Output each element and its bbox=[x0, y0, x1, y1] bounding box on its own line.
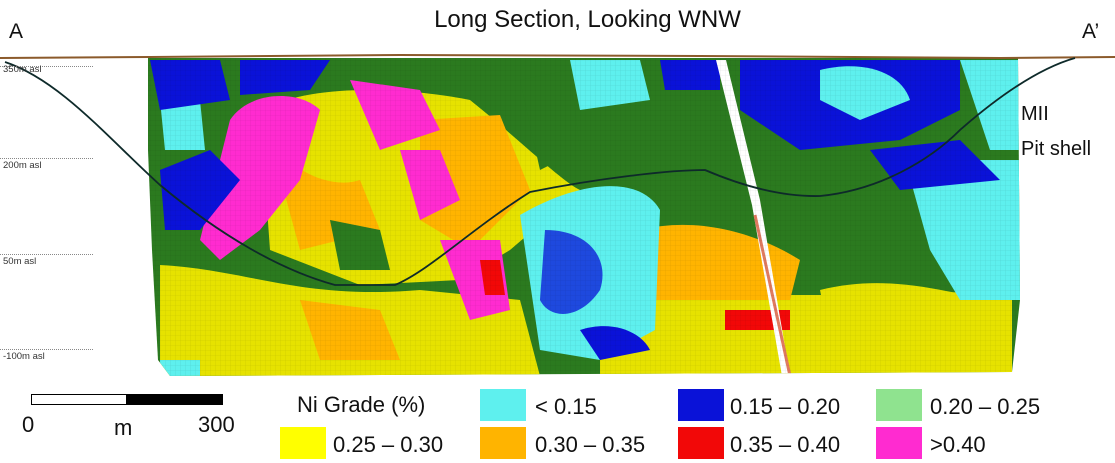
legend-label: 0.25 – 0.30 bbox=[333, 432, 444, 457]
section-end-label: A’ bbox=[1082, 20, 1100, 43]
pit-shell-label-line1: MII bbox=[1021, 103, 1049, 125]
legend-label: 0.30 – 0.35 bbox=[535, 432, 646, 457]
scale-bar-white-segment bbox=[31, 394, 127, 405]
pit-shell-label-line2: Pit shell bbox=[1021, 138, 1092, 160]
elevation-gridline bbox=[0, 66, 93, 67]
legend-label: 0.15 – 0.20 bbox=[730, 394, 841, 419]
legend-swatch bbox=[480, 389, 526, 421]
legend-title: Ni Grade (%) bbox=[297, 392, 426, 417]
legend-label: 0.35 – 0.40 bbox=[730, 432, 841, 457]
legend-label: 0.20 – 0.25 bbox=[930, 394, 1041, 419]
topography-line bbox=[0, 53, 1115, 60]
elevation-label: 200m asl bbox=[3, 160, 42, 171]
scale-bar-black-segment bbox=[127, 394, 223, 405]
elevation-label: -100m asl bbox=[3, 351, 45, 362]
scale-bar-start: 0 bbox=[22, 412, 35, 437]
legend-label: >0.40 bbox=[930, 432, 986, 457]
legend-swatch bbox=[280, 427, 326, 459]
elevation-gridline bbox=[0, 158, 93, 159]
elevation-label: 50m asl bbox=[3, 256, 37, 267]
legend-label: < 0.15 bbox=[535, 394, 597, 419]
long-section-map bbox=[0, 53, 1115, 376]
scale-bar-end: 300 bbox=[198, 412, 235, 437]
legend-swatch bbox=[876, 389, 922, 421]
elevation-label: 350m asl bbox=[3, 64, 42, 75]
section-title: Long Section, Looking WNW bbox=[434, 6, 741, 33]
legend-swatch bbox=[480, 427, 526, 459]
legend-swatch bbox=[876, 427, 922, 459]
legend-swatch bbox=[678, 389, 724, 421]
block-model bbox=[148, 58, 1020, 376]
elevation-gridline bbox=[0, 254, 93, 255]
elevation-gridline bbox=[0, 349, 93, 350]
scale-bar-unit: m bbox=[114, 415, 133, 440]
legend-swatch bbox=[678, 427, 724, 459]
section-start-label: A bbox=[9, 20, 24, 43]
pit-shell-outline bbox=[4, 57, 1076, 286]
